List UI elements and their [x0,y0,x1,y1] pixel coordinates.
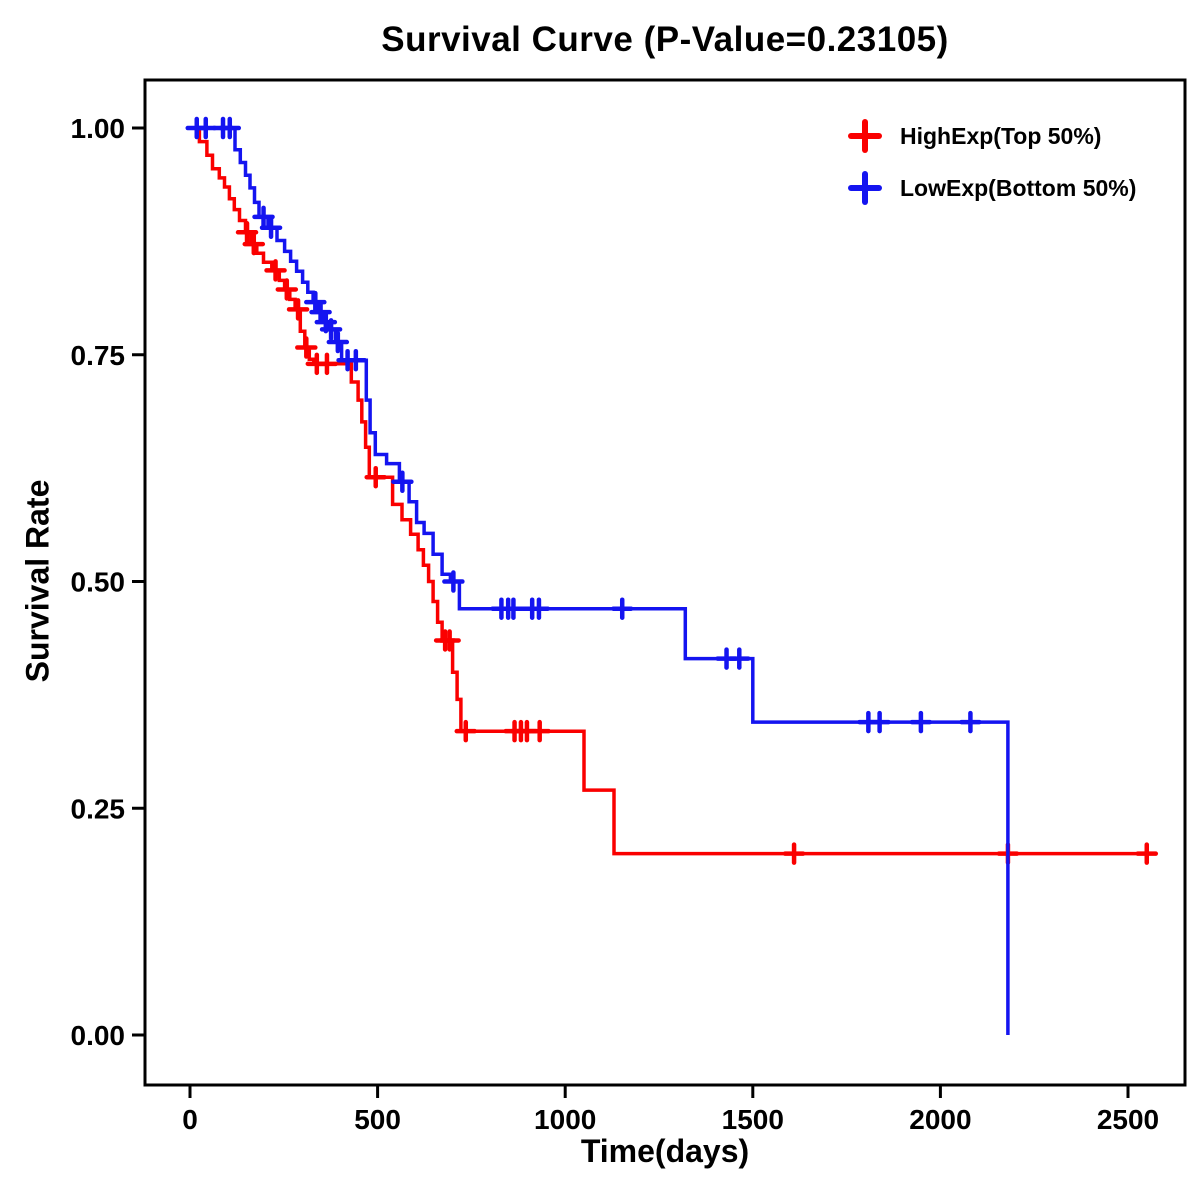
svg-text:0.75: 0.75 [71,340,126,371]
plus-marker-lowexp-icon [848,171,882,205]
svg-text:0: 0 [182,1104,198,1135]
svg-text:1000: 1000 [534,1104,596,1135]
legend-label-highexp: HighExp(Top 50%) [900,122,1102,149]
legend: HighExp(Top 50%) LowExp(Bottom 50%) [846,110,1136,214]
x-axis-label: Time(days) [580,1133,750,1169]
chart-title: Survival Curve (P-Value=0.23105) [381,20,949,59]
plus-marker-highexp-icon [848,119,882,153]
svg-text:500: 500 [354,1104,401,1135]
svg-text:0.00: 0.00 [71,1020,126,1051]
svg-text:2000: 2000 [909,1104,971,1135]
legend-entry-lowexp: LowExp(Bottom 50%) [846,162,1136,214]
legend-label-lowexp: LowExp(Bottom 50%) [900,174,1137,201]
legend-entry-highexp: HighExp(Top 50%) [846,110,1136,162]
svg-text:0.50: 0.50 [71,567,126,598]
svg-text:0.25: 0.25 [71,793,126,824]
svg-text:1500: 1500 [722,1104,784,1135]
svg-text:1.00: 1.00 [71,113,126,144]
svg-text:2500: 2500 [1097,1104,1159,1135]
